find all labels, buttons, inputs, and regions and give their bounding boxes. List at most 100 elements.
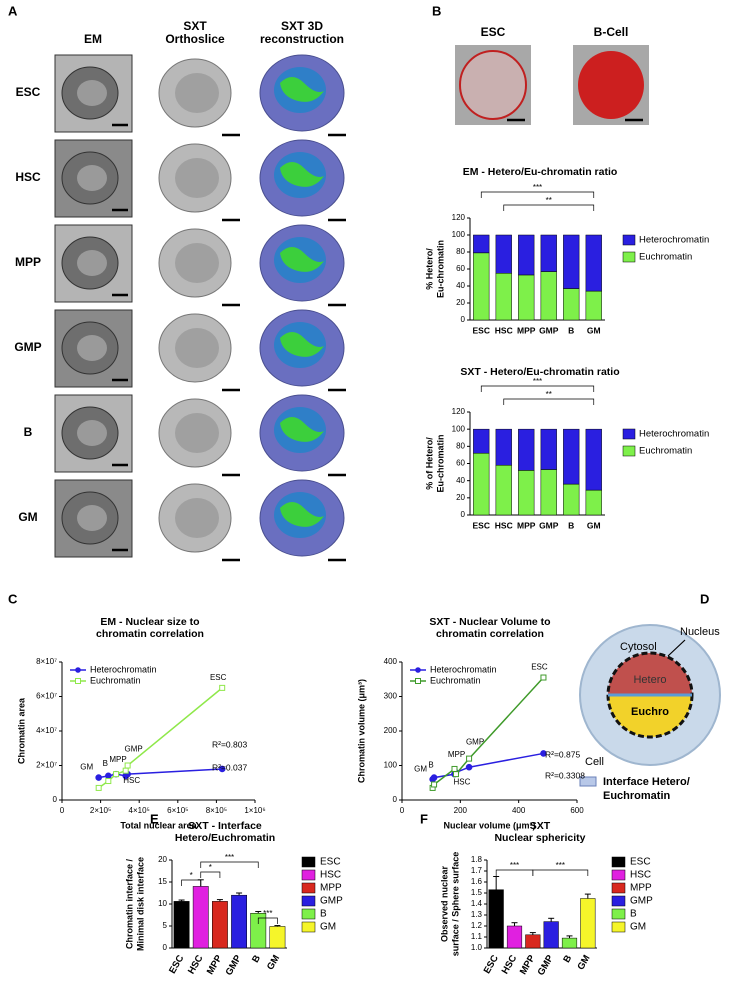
bar-segment <box>518 274 535 321</box>
reconstruction-chromatin <box>280 417 324 442</box>
y-tick-label: 1.0 <box>471 943 483 952</box>
point-label: ESC <box>531 663 548 672</box>
x-tick-label: HSC <box>500 953 520 976</box>
legend-swatch <box>301 856 316 868</box>
row-label: MPP <box>15 255 41 269</box>
nucleus-arrow <box>667 639 686 657</box>
y-tick-label: 20 <box>456 298 465 307</box>
legend-label: HSC <box>320 870 341 881</box>
bar-segment <box>473 234 490 254</box>
significance-label: *** <box>556 861 565 870</box>
legend-label: GM <box>630 922 646 933</box>
point-label: GM <box>414 764 427 773</box>
panel-letter: C <box>8 591 18 606</box>
point-label: GMP <box>466 738 484 747</box>
x-tick-label: B <box>568 520 574 530</box>
row-label: HSC <box>15 170 41 184</box>
bar-segment <box>518 470 535 516</box>
bar-segment <box>540 234 557 272</box>
bar <box>506 925 523 949</box>
y-tick-label: 400 <box>384 657 398 666</box>
data-point <box>218 765 226 773</box>
y-axis-label: surface / Sphere surface <box>450 852 460 957</box>
legend-marker <box>415 678 421 684</box>
significance-bracket <box>495 869 534 876</box>
significance-bracket <box>257 917 278 924</box>
significance-label: *** <box>263 909 272 918</box>
significance-bracket <box>480 385 595 392</box>
x-axis-label: Nuclear volume (μm³) <box>443 820 535 830</box>
x-tick-label: GM <box>587 325 601 335</box>
legend-swatch <box>611 856 626 868</box>
y-tick-label: 2×10⁷ <box>36 761 57 770</box>
bar <box>561 937 578 949</box>
point-label: B <box>103 759 108 768</box>
image-label: B-Cell <box>594 25 629 39</box>
bar-segment <box>473 252 490 321</box>
significance-bracket <box>480 191 595 198</box>
orthoslice-nucleus <box>175 328 219 368</box>
diagram-label: Cytosol <box>620 641 657 653</box>
x-tick-label: 600 <box>570 806 584 815</box>
x-tick-label: ESC <box>167 953 186 976</box>
significance-label: * <box>209 863 212 872</box>
y-tick-label: 1.7 <box>471 866 483 875</box>
annotation: R²=0.037 <box>212 762 247 772</box>
legend-swatch <box>622 445 636 457</box>
legend-label: Heterochromatin <box>639 429 709 440</box>
diagram-label: Euchromatin <box>603 790 671 802</box>
bar <box>580 898 596 949</box>
chromatin-overlay <box>459 50 527 120</box>
y-axis-label: Eu-chromatin <box>435 434 445 492</box>
chromatin-overlay <box>578 51 644 119</box>
bar-segment <box>585 290 602 321</box>
annotation: R²=0.3308 <box>545 770 585 780</box>
legend-swatch <box>611 908 626 920</box>
legend-label: Heterochromatin <box>430 664 497 674</box>
y-tick-label: 40 <box>456 281 465 290</box>
diagram-label: Euchro <box>631 706 669 718</box>
data-point <box>105 778 112 785</box>
legend-label: B <box>320 909 327 920</box>
bar-segment <box>563 428 580 485</box>
data-point <box>122 767 129 774</box>
row-label: GM <box>18 510 37 524</box>
x-tick-label: GM <box>575 953 592 972</box>
bar-segment <box>495 234 512 274</box>
legend-label: ESC <box>320 857 341 868</box>
significance-label: *** <box>533 377 542 386</box>
x-tick-label: 4×10⁵ <box>129 806 150 815</box>
y-tick-label: 1.5 <box>471 888 483 897</box>
diagram-label: Nucleus <box>680 626 720 638</box>
column-header: reconstruction <box>260 32 344 46</box>
y-tick-label: 120 <box>452 407 466 416</box>
x-tick-label: 1×10⁶ <box>244 806 265 815</box>
x-tick-label: MPP <box>517 325 536 335</box>
reconstruction-chromatin <box>280 247 324 272</box>
point-label: GMP <box>125 745 143 754</box>
chart-title: chromatin correlation <box>96 628 204 640</box>
y-tick-label: 1.4 <box>471 899 483 908</box>
legend-swatch <box>301 908 316 920</box>
reconstruction-chromatin <box>280 332 324 357</box>
y-tick-label: 4×10⁷ <box>36 726 57 735</box>
data-point <box>219 684 226 691</box>
bar <box>269 926 286 949</box>
x-tick-label: ESC <box>473 325 490 335</box>
y-axis-label: % Hetero/ <box>424 248 434 290</box>
chart-title: Nuclear sphericity <box>494 832 585 844</box>
x-tick-label: MPP <box>205 953 225 977</box>
bar-segment <box>518 234 535 276</box>
data-point <box>465 763 473 771</box>
chart-title: EM - Hetero/Eu-chromatin ratio <box>463 166 618 178</box>
x-tick-label: HSC <box>495 325 513 335</box>
y-tick-label: 60 <box>456 264 465 273</box>
x-tick-label: B <box>250 953 263 965</box>
panel-letter: F <box>420 811 428 826</box>
significance-label: ** <box>546 196 552 205</box>
legend-label: Euchromatin <box>639 446 692 457</box>
chart-title: SXT - Hetero/Eu-chromatin ratio <box>460 366 619 378</box>
reconstruction-chromatin <box>280 77 324 102</box>
y-axis-label: % of Hetero/ <box>424 437 434 490</box>
